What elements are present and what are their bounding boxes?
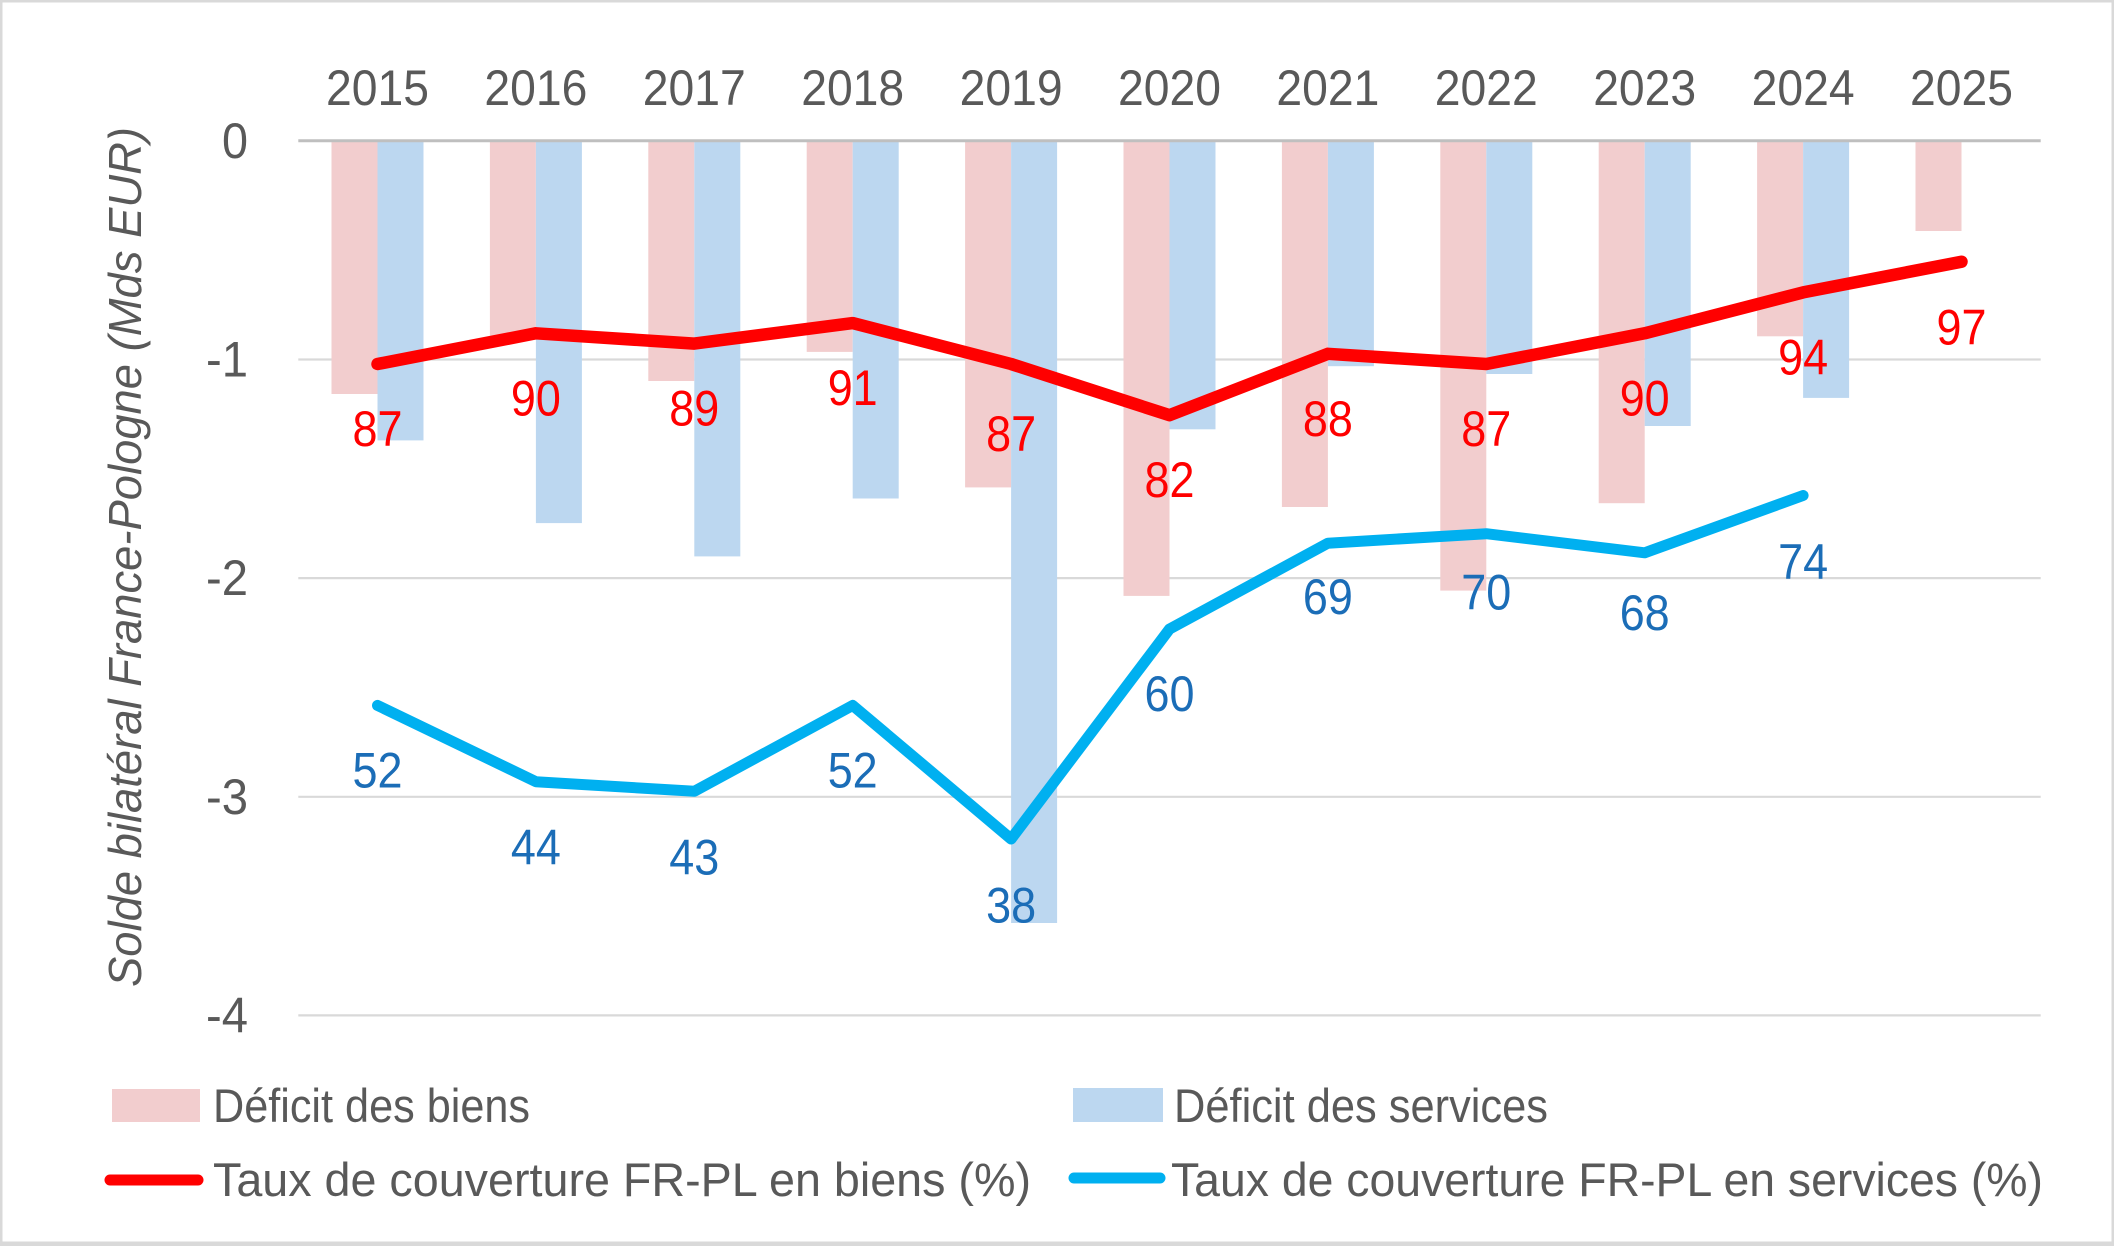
svg-text:2021: 2021 bbox=[1276, 60, 1379, 116]
svg-text:74: 74 bbox=[1778, 534, 1828, 590]
svg-text:2025: 2025 bbox=[1910, 60, 2013, 116]
svg-text:Déficit des services: Déficit des services bbox=[1174, 1079, 1548, 1132]
svg-text:2017: 2017 bbox=[643, 60, 746, 116]
svg-text:87: 87 bbox=[986, 406, 1036, 462]
svg-text:Solde bilatéral France-Pologne: Solde bilatéral France-Pologne (Mds EUR) bbox=[99, 127, 151, 987]
svg-text:2016: 2016 bbox=[484, 60, 587, 116]
svg-text:38: 38 bbox=[986, 878, 1036, 934]
svg-text:91: 91 bbox=[828, 360, 878, 416]
svg-text:87: 87 bbox=[353, 401, 403, 457]
svg-text:Taux de couverture FR-PL en bi: Taux de couverture FR-PL en biens (%) bbox=[213, 1153, 1031, 1206]
svg-text:44: 44 bbox=[511, 820, 561, 876]
svg-text:82: 82 bbox=[1145, 452, 1195, 508]
svg-text:90: 90 bbox=[1620, 370, 1670, 426]
svg-text:-4: -4 bbox=[206, 987, 248, 1043]
svg-text:68: 68 bbox=[1620, 585, 1670, 641]
svg-text:2019: 2019 bbox=[960, 60, 1063, 116]
svg-text:2015: 2015 bbox=[326, 60, 429, 116]
svg-text:0: 0 bbox=[222, 113, 248, 169]
svg-text:87: 87 bbox=[1461, 401, 1511, 457]
svg-text:43: 43 bbox=[669, 829, 719, 885]
svg-text:Taux de couverture FR-PL en se: Taux de couverture FR-PL en services (%) bbox=[1171, 1153, 2043, 1206]
svg-text:-2: -2 bbox=[206, 550, 248, 606]
svg-text:2022: 2022 bbox=[1435, 60, 1538, 116]
svg-text:2023: 2023 bbox=[1593, 60, 1696, 116]
svg-text:52: 52 bbox=[828, 742, 878, 798]
svg-text:Déficit des biens: Déficit des biens bbox=[213, 1079, 530, 1132]
svg-text:70: 70 bbox=[1461, 565, 1511, 621]
svg-text:-3: -3 bbox=[206, 769, 248, 825]
svg-text:2018: 2018 bbox=[801, 60, 904, 116]
svg-text:89: 89 bbox=[669, 381, 719, 437]
svg-text:94: 94 bbox=[1778, 329, 1828, 385]
svg-text:-1: -1 bbox=[206, 332, 248, 388]
svg-text:90: 90 bbox=[511, 370, 561, 426]
svg-text:2020: 2020 bbox=[1118, 60, 1221, 116]
svg-text:88: 88 bbox=[1303, 391, 1353, 447]
svg-text:2024: 2024 bbox=[1752, 60, 1855, 116]
svg-text:52: 52 bbox=[353, 742, 403, 798]
svg-text:97: 97 bbox=[1937, 300, 1987, 356]
svg-text:60: 60 bbox=[1145, 666, 1195, 722]
svg-text:69: 69 bbox=[1303, 569, 1353, 625]
